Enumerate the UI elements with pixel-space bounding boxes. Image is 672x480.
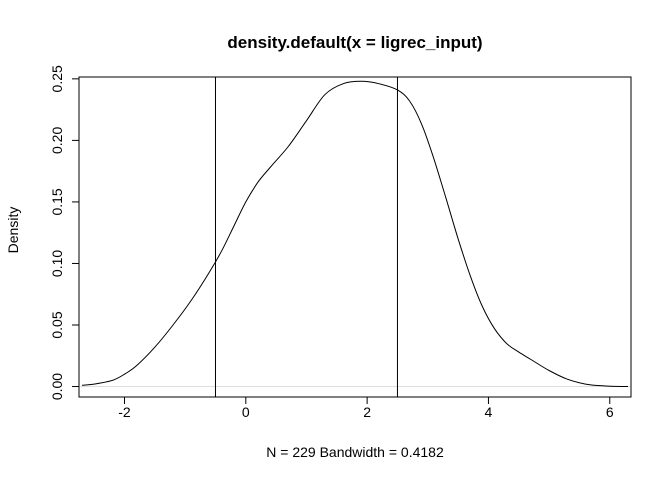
x-axis: -2 0 2 4 6: [118, 396, 614, 420]
x-tick-label: 0: [242, 404, 250, 420]
y-axis-label: Density: [5, 207, 21, 254]
density-curve: [81, 80, 629, 387]
chart-title: density.default(x = ligrec_input): [227, 33, 482, 52]
x-axis-label: N = 229 Bandwidth = 0.4182: [266, 444, 444, 460]
x-tick-label: -2: [118, 404, 131, 420]
y-tick-label: 0.25: [49, 65, 65, 92]
y-tick-label: 0.20: [49, 127, 65, 154]
y-tick-label: 0.15: [49, 188, 65, 215]
y-axis: 0.00 0.05 0.10 0.15 0.20 0.25: [49, 65, 80, 400]
y-tick-label: 0.05: [49, 311, 65, 338]
y-tick-label: 0.10: [49, 250, 65, 277]
plot-marks: [80, 77, 630, 397]
y-tick-label: 0.00: [49, 373, 65, 400]
x-tick-label: 2: [363, 404, 371, 420]
x-tick-label: 6: [606, 404, 614, 420]
x-tick-label: 4: [485, 404, 493, 420]
plot-frame: [78, 76, 632, 398]
